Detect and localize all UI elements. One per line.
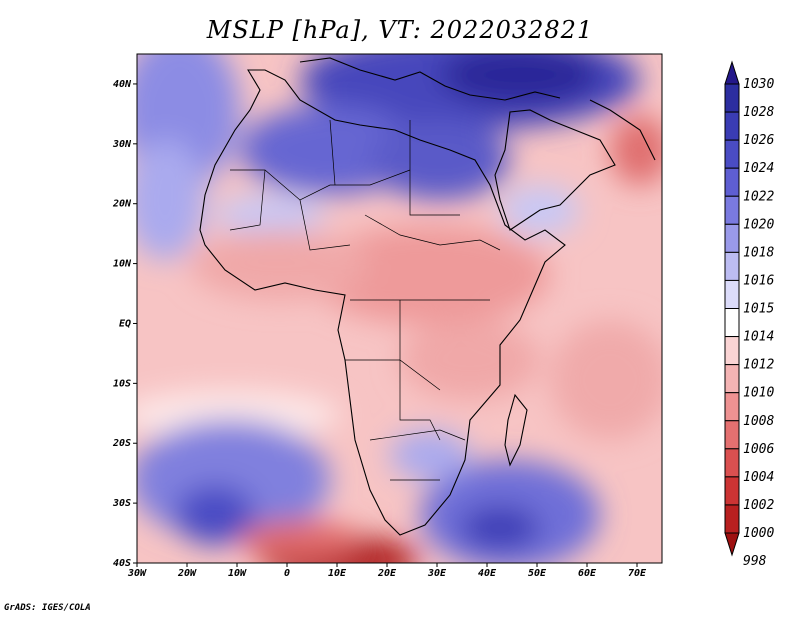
colorbar-label: 1002 [743,498,774,513]
lon-label: 30W [127,568,147,579]
lat-label: 10N [113,259,132,270]
colorbar-segment [724,420,740,450]
colorbar-label: 1028 [743,105,774,120]
colorbar-segment [724,279,740,309]
colorbar: 1030 1028 1026 1024 1022 1020 1018 1016 1015 1014… [724,60,774,569]
plot-frame [136,53,663,564]
colorbar-label: 1004 [743,470,774,485]
lon-label: 0 [284,568,290,579]
colorbar-label: 1020 [743,217,774,232]
colorbar-segment [724,223,740,253]
colorbar-label: 1022 [743,189,774,204]
lon-label: 20W [177,568,197,579]
colorbar-segment [724,336,740,366]
colorbar-label: 1014 [743,330,774,345]
colorbar-label: 1016 [743,273,774,288]
colorbar-label: 1026 [743,133,774,148]
colorbar-segment [724,448,740,478]
colorbar-segment [724,111,740,141]
lat-label: EQ [119,318,131,329]
colorbar-min-arrow [724,532,740,557]
lon-label: 30E [427,568,447,579]
lon-label: 10W [228,568,247,579]
colorbar-segment [724,476,740,506]
colorbar-segment [724,308,740,338]
lat-label: 30S [112,498,131,509]
colorbar-label: 1024 [743,161,774,176]
colorbar-segment [724,392,740,422]
colorbar-segment [724,195,740,225]
colorbar-label: 1010 [743,386,774,401]
lon-label: 40E [478,568,497,579]
lon-label: 50E [528,568,547,579]
lon-label: 20E [377,568,397,579]
colorbar-segment [724,139,740,169]
colorbar-label: 1012 [743,358,774,373]
colorbar-segment [724,167,740,197]
pressure-field [137,54,662,563]
latitude-axis: 40N 30N 20N 10N EQ 10S 20S 30S 40S [112,79,137,569]
lat-label: 20N [112,199,132,210]
map-title: MSLP [hPa], VT: 2022032821 [206,16,594,44]
colorbar-segment [724,364,740,394]
coastlines [199,57,656,536]
colorbar-label: 998 [743,554,767,569]
colorbar-label: 1006 [743,442,774,457]
lat-label: 10S [113,378,131,389]
colorbar-segment [724,83,740,113]
lat-label: 40N [113,79,132,90]
colorbar-label: 1000 [743,526,774,541]
lon-label: 10E [328,568,347,579]
lat-label: 30N [112,139,132,150]
colorbar-label: 1008 [743,414,774,429]
colorbar-segment [724,251,740,281]
lat-label: 40S [113,558,131,569]
lon-label: 60E [578,568,597,579]
grads-credit: GrADS: IGES/COLA [4,603,91,613]
longitude-axis: 30W 20W 10W 0 10E 20E 30E 40E 50E 60E 70E [127,563,647,579]
lon-label: 70E [628,568,647,579]
colorbar-segment [724,504,740,534]
country-borders [229,119,501,481]
lat-label: 20S [112,438,131,449]
colorbar-label: 1018 [743,245,774,260]
colorbar-max-arrow [724,60,740,85]
colorbar-label: 1015 [743,302,774,317]
colorbar-label: 1030 [743,77,774,92]
